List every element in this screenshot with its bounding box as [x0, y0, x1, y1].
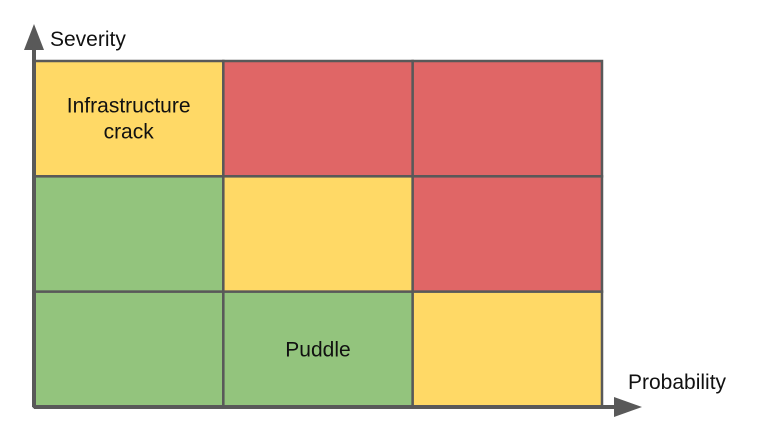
cell-label: Puddle: [285, 338, 350, 361]
probability-axis-label: Probability: [628, 371, 727, 394]
risk-cell-high: [411, 175, 604, 293]
cell-label: Infrastructure: [67, 95, 191, 118]
risk-cell-high: [222, 59, 414, 178]
matrix-cell-labels: Infrastructure crack Puddle: [67, 95, 351, 362]
risk-cell-low: [222, 290, 414, 409]
risk-cell-medium: [222, 175, 414, 293]
risk-cell-medium: [32, 59, 225, 178]
risk-cell-low: [32, 175, 225, 293]
matrix-cells: [32, 59, 604, 409]
risk-cell-high: [411, 59, 604, 178]
risk-cell-medium: [411, 290, 604, 409]
severity-axis-arrowhead: [24, 24, 44, 50]
cell-label: crack: [104, 121, 155, 144]
probability-axis-arrowhead: [614, 397, 642, 417]
matrix-axes: Severity Probability: [24, 24, 727, 417]
severity-axis-label: Severity: [50, 28, 126, 51]
risk-cell-low: [32, 290, 225, 409]
